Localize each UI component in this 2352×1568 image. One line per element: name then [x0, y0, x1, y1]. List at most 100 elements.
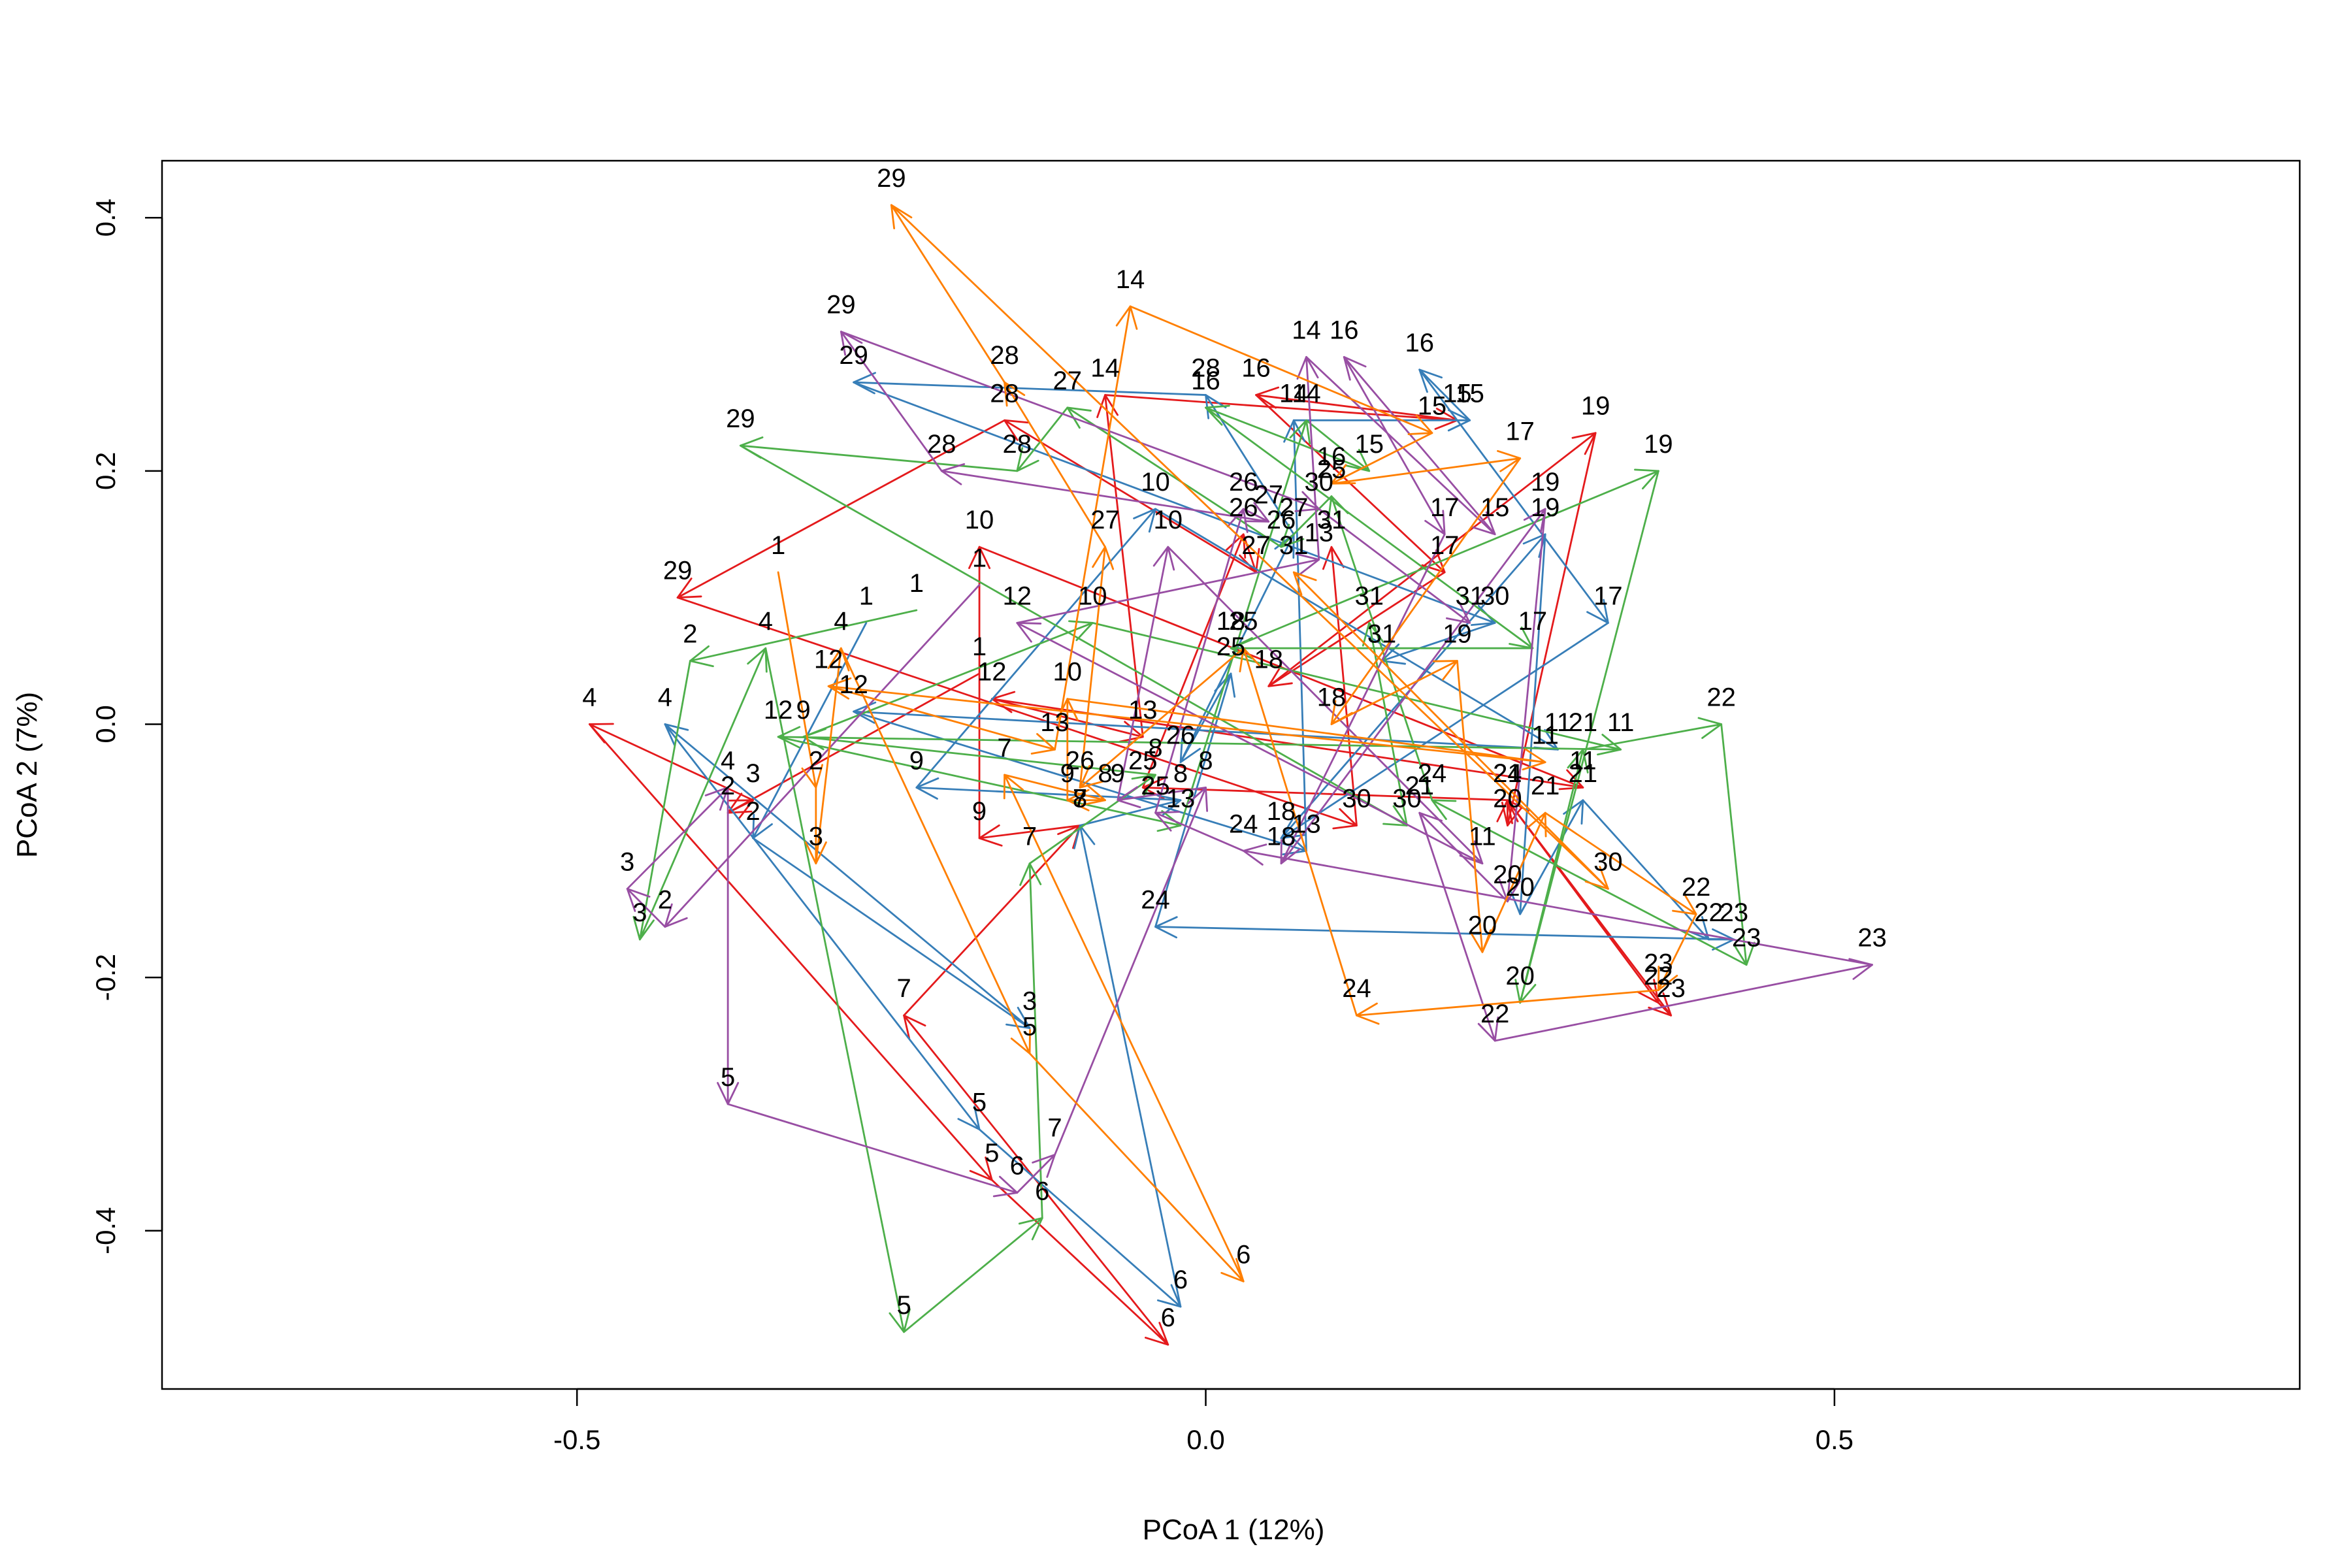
arrow-segment — [1242, 843, 1873, 966]
point-label: 4 — [582, 683, 596, 711]
point-label: 20 — [1493, 785, 1522, 813]
point-label: 9 — [1060, 759, 1075, 788]
point-label: 13 — [1292, 809, 1321, 838]
y-tick-label: 0.2 — [90, 452, 121, 490]
point-label: 24 — [1229, 809, 1258, 838]
y-axis-label: PCoA 2 (7%) — [11, 692, 43, 858]
point-label: 27 — [1254, 480, 1283, 509]
point-label: 18 — [1317, 683, 1347, 711]
point-label: 28 — [990, 379, 1019, 408]
point-label: 7 — [1047, 1113, 1062, 1142]
point-label: 21 — [1493, 759, 1522, 788]
point-label: 28 — [1003, 430, 1032, 459]
point-label: 30 — [1342, 785, 1371, 813]
point-label: 25 — [1229, 607, 1258, 636]
point-label: 27 — [1090, 506, 1120, 534]
point-label: 9 — [1111, 759, 1125, 788]
point-label: 10 — [1078, 581, 1107, 610]
point-label: 8 — [1098, 759, 1112, 788]
point-label: 8 — [1148, 734, 1162, 762]
point-label: 23 — [1644, 949, 1673, 977]
point-label: 31 — [1279, 531, 1309, 560]
arrow-segment — [727, 1103, 1019, 1198]
x-axis: -0.5 0.0 0.5 — [553, 1388, 1854, 1455]
point-label: 21 — [1405, 772, 1434, 800]
point-label: 20 — [1505, 873, 1535, 902]
point-label: 11 — [1607, 708, 1635, 737]
point-label: 17 — [1505, 417, 1535, 446]
arrow-segment — [1016, 553, 1320, 624]
point-label: 2 — [721, 772, 735, 800]
arrow-segment — [853, 372, 1207, 396]
point-label: 14 — [1090, 354, 1120, 383]
point-label: 2 — [745, 797, 760, 826]
point-label: 23 — [1732, 924, 1761, 953]
arrow-segment — [1154, 916, 1735, 941]
point-label: 23 — [1720, 898, 1749, 927]
point-label: 28 — [1191, 354, 1220, 383]
point-label: 10 — [965, 506, 994, 534]
point-label: 9 — [909, 746, 924, 775]
point-label: 13 — [1040, 708, 1070, 737]
point-label: 8 — [1073, 785, 1087, 813]
point-label: 11 — [1569, 746, 1597, 775]
point-label: 4 — [834, 607, 848, 636]
arrow-segment — [1292, 571, 1609, 890]
point-label: 19 — [1443, 620, 1472, 649]
point-label: 29 — [826, 291, 856, 319]
point-label: 3 — [809, 823, 823, 851]
arrow-segment — [903, 1217, 1043, 1333]
point-label: 12 — [764, 696, 793, 725]
point-label: 24 — [1418, 759, 1447, 788]
point-label: 8 — [1173, 759, 1188, 788]
point-label: 2 — [683, 620, 697, 649]
plot-frame — [161, 159, 2301, 1390]
point-label: 6 — [1035, 1177, 1049, 1205]
point-label: 18 — [1254, 645, 1283, 674]
point-label: 12 — [839, 670, 868, 699]
series-4-arrows — [626, 331, 1873, 1198]
point-label: 31 — [1354, 581, 1384, 610]
arrow-segment — [589, 723, 993, 1181]
y-tick-label: 0.4 — [90, 199, 121, 237]
point-label: 27 — [1279, 493, 1309, 522]
point-label: 31 — [1367, 620, 1397, 649]
point-label: 21 — [1569, 759, 1598, 788]
point-label: 1 — [972, 632, 987, 661]
point-label: 20 — [1493, 860, 1522, 889]
point-label: 15 — [1480, 493, 1510, 522]
point-label: 11 — [1469, 823, 1496, 851]
y-axis: -0.4 -0.2 0.0 0.2 0.4 — [90, 199, 163, 1254]
point-label: 24 — [1493, 759, 1522, 788]
point-label: 17 — [1593, 581, 1623, 610]
point-label: 30 — [1304, 468, 1333, 497]
point-label: 30 — [1480, 581, 1510, 610]
point-label: 22 — [1694, 898, 1723, 927]
point-label: 10 — [1053, 658, 1083, 687]
point-label: 12 — [1003, 581, 1032, 610]
point-labels: 12 34567891011121314151617181920212223242… — [582, 164, 1887, 1332]
point-label: 25 — [1217, 632, 1246, 661]
x-tick-label: 0.0 — [1186, 1424, 1224, 1455]
point-label: 13 — [1304, 519, 1333, 547]
point-label: 22 — [1644, 962, 1673, 990]
point-label: 18 — [1267, 797, 1296, 826]
point-label: 16 — [1317, 442, 1347, 471]
point-label: 1 — [859, 581, 874, 610]
point-label: 15 — [1418, 392, 1447, 421]
point-label: 2 — [658, 886, 672, 915]
arrow-segment — [717, 786, 740, 1105]
point-label: 25 — [1317, 455, 1347, 484]
arrow-segment — [739, 436, 1019, 472]
point-label: 15 — [1455, 379, 1484, 408]
point-label: 7 — [997, 734, 1011, 762]
x-axis-label: PCoA 1 (12%) — [1143, 1514, 1325, 1546]
arrow-segment — [1054, 786, 1209, 1156]
y-tick-label: 0.0 — [90, 705, 121, 743]
point-label: 22 — [1682, 873, 1711, 902]
point-label: 29 — [839, 341, 868, 370]
point-label: 5 — [972, 1088, 987, 1117]
point-label: 10 — [1154, 506, 1183, 534]
point-label: 26 — [1066, 746, 1095, 775]
